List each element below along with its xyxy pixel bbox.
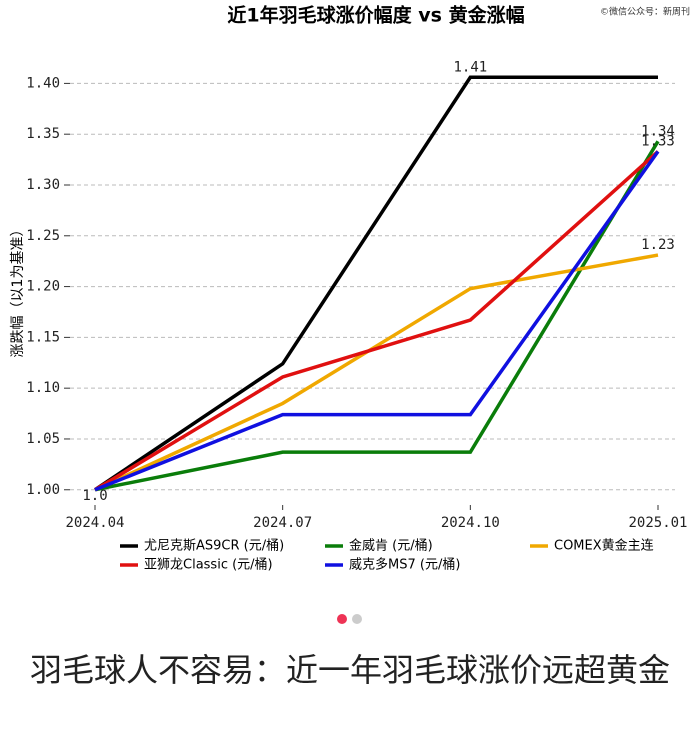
legend-label: 尤尼克斯AS9CR (元/桶) [144, 539, 284, 554]
series-line [94, 150, 660, 492]
y-tick-label: 1.20 [26, 279, 60, 295]
value-label: 1.33 [641, 133, 675, 149]
series-line [94, 140, 660, 492]
value-label: 1.23 [641, 237, 675, 253]
y-tick-label: 1.00 [26, 482, 60, 498]
legend-label: COMEX黄金主连 [554, 538, 654, 554]
series-line [94, 150, 660, 492]
value-label: 1.0 [82, 488, 107, 504]
x-tick-label: 2024.07 [253, 515, 312, 531]
y-tick-label: 1.30 [26, 177, 60, 193]
legend-label: 金威肯 (元/桶) [349, 538, 433, 554]
y-tick-label: 1.40 [26, 75, 60, 91]
watermark: ©微信公众号：新周刊 [600, 6, 690, 18]
page-dot[interactable] [337, 614, 347, 624]
y-axis-label: 涨跌幅（以1为基准） [9, 223, 26, 358]
y-tick-label: 1.10 [26, 380, 60, 396]
y-tick-label: 1.35 [26, 126, 60, 142]
chart: 近1年羽毛球涨价幅度 vs 黄金涨幅 ©微信公众号：新周刊 涨跌幅（以1为基准）… [9, 4, 690, 624]
y-tick-label: 1.05 [26, 431, 60, 447]
chart-title: 近1年羽毛球涨价幅度 vs 黄金涨幅 [227, 4, 524, 27]
y-tick-label: 1.15 [26, 329, 60, 345]
value-label: 1.41 [453, 59, 487, 75]
x-tick-label: 2025.01 [628, 515, 687, 531]
y-tick-label: 1.25 [26, 228, 60, 244]
page-dot[interactable] [352, 614, 362, 624]
x-tick-label: 2024.04 [65, 515, 124, 531]
series-line [94, 75, 658, 492]
legend-label: 威克多MS7 (元/桶) [349, 557, 460, 573]
series-line [94, 253, 659, 492]
legend-label: 亚狮龙Classic (元/桶) [144, 558, 273, 573]
x-tick-label: 2024.10 [441, 515, 500, 531]
value-label: 1.34 [641, 123, 675, 139]
headline: 羽毛球人不容易：近一年羽毛球涨价远超黄金 [30, 651, 671, 689]
